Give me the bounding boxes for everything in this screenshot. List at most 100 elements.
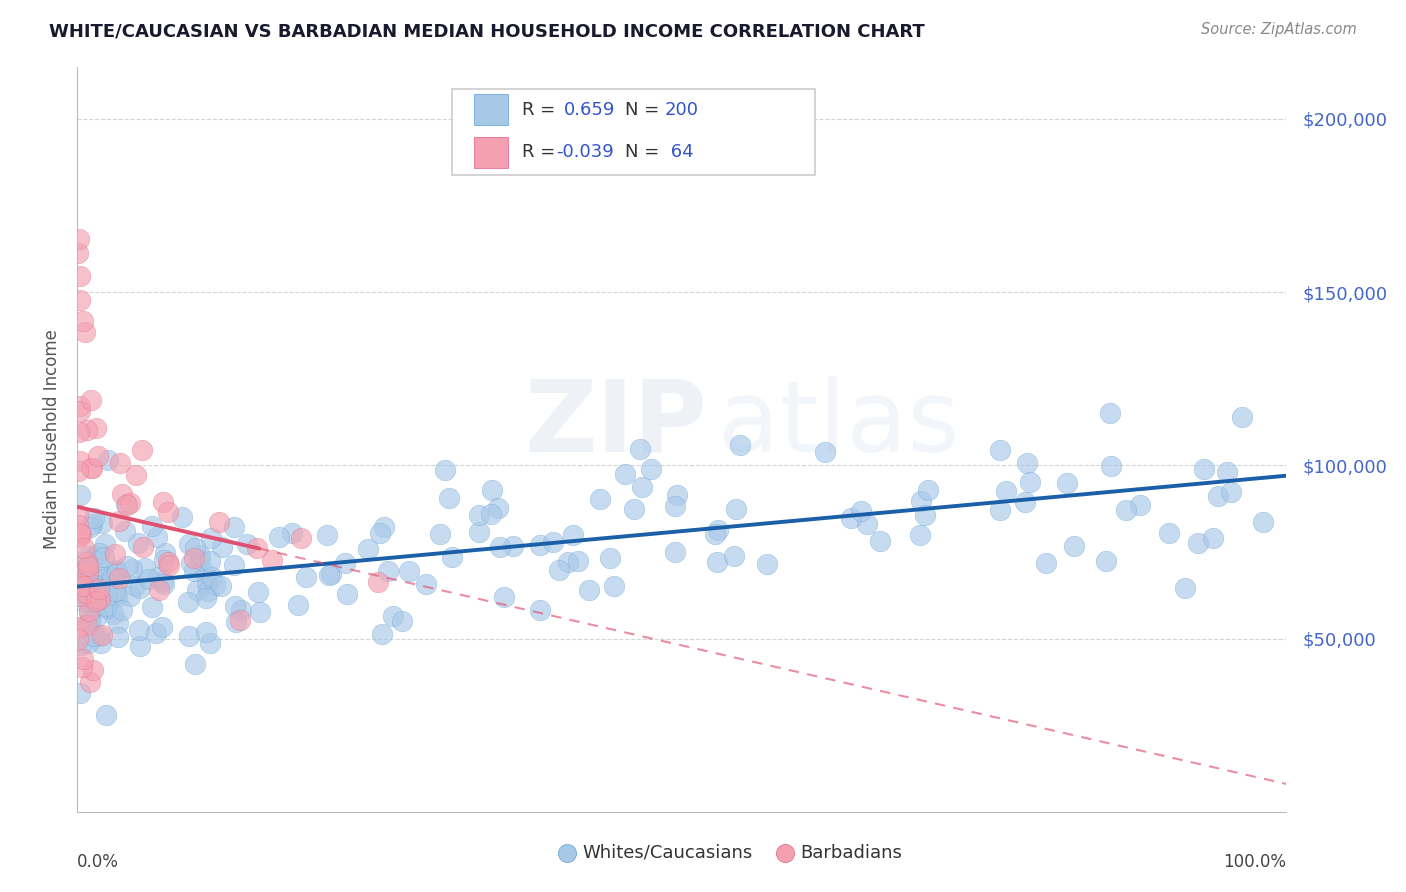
Point [188, 553, 211, 567]
Point [184, 657, 207, 671]
Point [665, 488, 688, 502]
Point [105, 591, 128, 605]
Point [1206, 489, 1229, 503]
Point [1159, 525, 1181, 540]
Point [1015, 457, 1038, 471]
Point [76, 575, 98, 590]
Point [87, 553, 110, 567]
Text: Whites/Caucasians: Whites/Caucasians [582, 844, 754, 862]
Point [1099, 406, 1122, 420]
Point [439, 491, 461, 506]
Point [200, 553, 222, 567]
Point [851, 504, 873, 518]
Point [70, 638, 93, 652]
Point [75, 588, 97, 602]
Point [1035, 556, 1057, 570]
Point [134, 561, 156, 575]
Point [664, 545, 686, 559]
Point [110, 456, 132, 470]
Point [377, 564, 399, 578]
Point [236, 537, 259, 551]
Point [224, 599, 246, 613]
Point [246, 541, 269, 556]
Point [70, 589, 93, 603]
Point [195, 591, 218, 606]
Point [127, 536, 149, 550]
Point [83, 549, 105, 563]
Point [856, 517, 879, 532]
Point [145, 626, 167, 640]
Point [96, 588, 118, 602]
FancyBboxPatch shape [453, 89, 815, 175]
Point [76, 555, 98, 569]
Point [90, 636, 112, 650]
Point [82, 600, 104, 615]
Point [415, 577, 437, 591]
Point [69, 268, 91, 283]
Point [994, 483, 1017, 498]
Point [75, 563, 97, 577]
Point [141, 600, 163, 615]
Point [1251, 515, 1274, 529]
Point [599, 551, 621, 566]
Point [115, 559, 138, 574]
Point [183, 550, 205, 565]
Point [281, 525, 304, 540]
Point [357, 542, 380, 557]
Point [90, 628, 112, 642]
Point [725, 502, 748, 516]
Point [502, 540, 524, 554]
Point [222, 558, 245, 573]
Point [156, 505, 179, 519]
Point [177, 537, 200, 551]
Point [103, 607, 125, 621]
Point [79, 520, 101, 534]
Point [111, 602, 134, 616]
Point [108, 514, 131, 528]
Text: 0.0%: 0.0% [77, 853, 120, 871]
Point [97, 568, 120, 582]
Point [492, 590, 515, 604]
Point [73, 325, 96, 339]
Point [69, 399, 91, 413]
Point [111, 487, 134, 501]
Point [115, 498, 138, 512]
Point [104, 583, 127, 598]
Point [1129, 498, 1152, 512]
Point [97, 453, 120, 467]
Point [371, 627, 394, 641]
Point [69, 453, 91, 467]
Point [80, 461, 103, 475]
Point [262, 553, 284, 567]
Y-axis label: Median Household Income: Median Household Income [42, 329, 60, 549]
Point [101, 571, 124, 585]
Point [152, 494, 174, 508]
Point [589, 492, 612, 507]
Point [373, 520, 395, 534]
Point [79, 614, 101, 628]
Point [148, 582, 170, 597]
Point [706, 555, 728, 569]
Point [194, 566, 217, 580]
Point [83, 603, 105, 617]
Point [128, 624, 150, 638]
Point [66, 632, 89, 646]
Point [77, 559, 100, 574]
Point [72, 313, 94, 327]
Point [146, 530, 169, 544]
Point [69, 526, 91, 541]
Point [138, 572, 160, 586]
Point [87, 582, 110, 596]
Point [1220, 485, 1243, 500]
Point [124, 579, 146, 593]
Point [180, 556, 202, 570]
Point [87, 546, 110, 560]
Point [72, 579, 94, 593]
Point [84, 421, 107, 435]
Point [367, 574, 389, 589]
Point [229, 603, 252, 617]
Point [82, 517, 104, 532]
Text: Source: ZipAtlas.com: Source: ZipAtlas.com [1201, 22, 1357, 37]
Point [623, 501, 645, 516]
Point [290, 531, 312, 545]
